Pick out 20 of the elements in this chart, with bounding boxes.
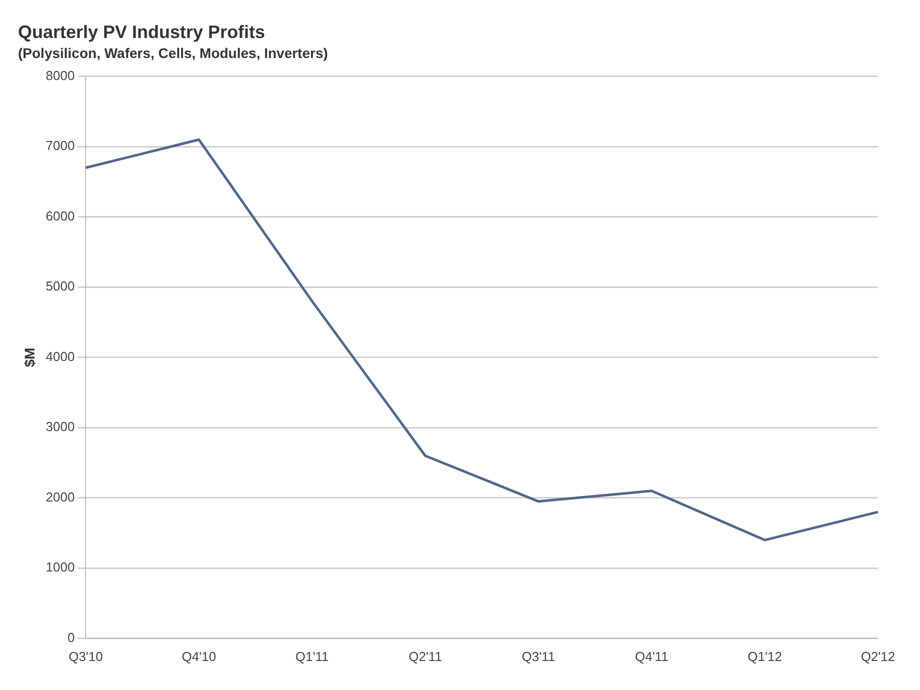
y-tick-label: 6000 [46, 208, 75, 224]
y-tick-label: 7000 [46, 138, 75, 154]
x-tick-label: Q4'11 [634, 648, 668, 664]
y-tick-label: 3000 [46, 419, 75, 434]
y-tick-label: 2000 [46, 489, 75, 504]
y-tick-label: 5000 [46, 278, 75, 294]
x-tick-label: Q3'11 [522, 648, 556, 664]
x-tick-label: Q1'11 [295, 648, 329, 664]
x-tick-label: Q3'10 [68, 648, 103, 664]
x-tick-label: Q2'11 [408, 648, 442, 664]
y-tick-label: 1000 [46, 560, 75, 575]
x-tick-label: Q1'12 [748, 648, 782, 664]
y-axis-title: $M [21, 348, 38, 368]
y-tick-label: 8000 [46, 68, 75, 83]
y-tick-label: 0 [67, 630, 75, 645]
x-tick-label: Q4'10 [182, 648, 216, 664]
chart-title: Quarterly PV Industry Profits [18, 22, 266, 42]
chart-subtitle: (Polysilicon, Wafers, Cells, Modules, Inverters) [18, 44, 328, 61]
x-tick-label: Q2'12 [860, 648, 896, 664]
y-tick-label: 4000 [46, 348, 75, 364]
